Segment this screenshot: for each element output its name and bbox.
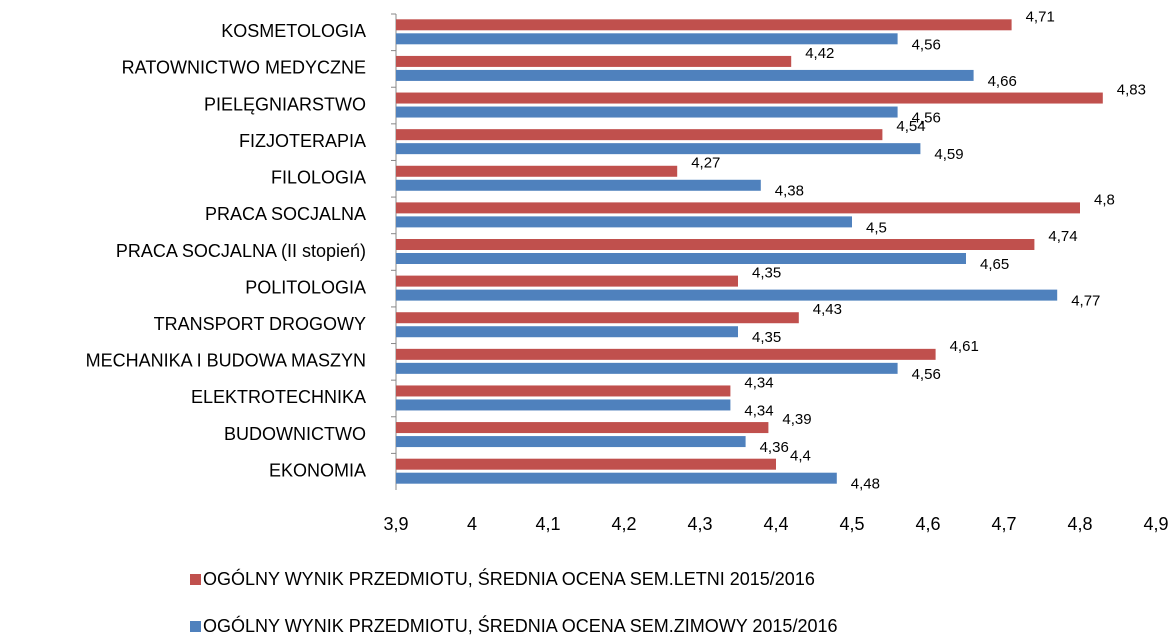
bar (396, 348, 936, 360)
value-label: 4,54 (896, 118, 925, 135)
x-tick-label: 4,2 (611, 514, 636, 534)
legend-label: OGÓLNY WYNIK PRZEDMIOTU, ŚREDNIA OCENA S… (203, 568, 815, 589)
value-label: 4,42 (805, 45, 834, 62)
value-label: 4,48 (851, 476, 880, 493)
y-tick-label: TRANSPORT DROGOWY (154, 314, 366, 334)
bar (396, 106, 898, 118)
value-label: 4,35 (752, 265, 781, 282)
value-label: 4,74 (1048, 228, 1077, 245)
bar (396, 385, 731, 397)
x-tick-label: 4,9 (1143, 514, 1168, 534)
bar (396, 179, 761, 191)
legend-swatch (190, 621, 201, 632)
x-tick-label: 4 (467, 514, 477, 534)
bar (396, 472, 837, 484)
x-tick-label: 4,1 (535, 514, 560, 534)
bar (396, 202, 1080, 214)
value-label: 4,39 (782, 411, 811, 428)
value-label: 4,66 (988, 73, 1017, 90)
x-tick-label: 4,3 (687, 514, 712, 534)
value-label: 4,56 (912, 110, 941, 127)
bar (396, 312, 799, 324)
bar (396, 55, 792, 67)
bar (396, 362, 898, 374)
legend-swatch (190, 574, 201, 585)
x-tick-label: 4,6 (915, 514, 940, 534)
bar (396, 458, 776, 470)
bar (396, 33, 898, 45)
legend-label: OGÓLNY WYNIK PRZEDMIOTU, ŚREDNIA OCENA S… (203, 615, 838, 636)
bar (396, 216, 852, 228)
bar (396, 92, 1103, 104)
y-tick-label: POLITOLOGIA (245, 277, 366, 297)
value-label: 4,35 (752, 329, 781, 346)
value-label: 4,65 (980, 256, 1009, 273)
y-tick-label: PRACA SOCJALNA (205, 204, 366, 224)
value-label: 4,5 (866, 219, 887, 236)
y-tick-label: EKONOMIA (269, 460, 366, 480)
value-label: 4,61 (950, 338, 979, 355)
bar (396, 289, 1058, 301)
bar (396, 143, 921, 155)
x-tick-label: 3,9 (383, 514, 408, 534)
value-label: 4,56 (912, 366, 941, 383)
bar (396, 253, 966, 264)
y-tick-label: KOSMETOLOGIA (221, 21, 366, 41)
bar (396, 399, 731, 411)
y-tick-label: MECHANIKA I BUDOWA MASZYN (86, 351, 366, 371)
bar (396, 69, 974, 81)
bar (396, 239, 1035, 250)
bar (396, 165, 678, 177)
bar (396, 129, 883, 141)
x-tick-label: 4,8 (1067, 514, 1092, 534)
value-label: 4,4 (790, 448, 811, 465)
value-label: 4,56 (912, 36, 941, 53)
value-label: 4,83 (1117, 82, 1146, 99)
y-tick-label: FILOLOGIA (271, 168, 366, 188)
value-label: 4,77 (1071, 293, 1100, 310)
value-label: 4,59 (934, 146, 963, 163)
bar (396, 275, 738, 287)
value-label: 4,27 (691, 155, 720, 172)
value-label: 4,38 (775, 183, 804, 200)
bar (396, 436, 746, 448)
y-tick-label: PRACA SOCJALNA (II stopień) (116, 241, 366, 261)
y-tick-label: PIELĘGNIARSTWO (204, 94, 366, 114)
bar (396, 326, 738, 338)
x-tick-label: 4,5 (839, 514, 864, 534)
x-tick-label: 4,4 (763, 514, 788, 534)
y-tick-label: BUDOWNICTWO (224, 424, 366, 444)
x-tick-label: 4,7 (991, 514, 1016, 534)
value-label: 4,36 (760, 439, 789, 456)
value-label: 4,34 (744, 374, 773, 391)
y-tick-label: ELEKTROTECHNIKA (191, 387, 366, 407)
y-tick-label: RATOWNICTWO MEDYCZNE (122, 58, 366, 78)
value-label: 4,43 (813, 301, 842, 318)
bar (396, 19, 1012, 31)
value-label: 4,71 (1026, 8, 1055, 25)
y-tick-label: FIZJOTERAPIA (239, 131, 366, 151)
bar (396, 422, 769, 434)
value-label: 4,8 (1094, 191, 1115, 208)
value-label: 4,34 (744, 402, 773, 419)
